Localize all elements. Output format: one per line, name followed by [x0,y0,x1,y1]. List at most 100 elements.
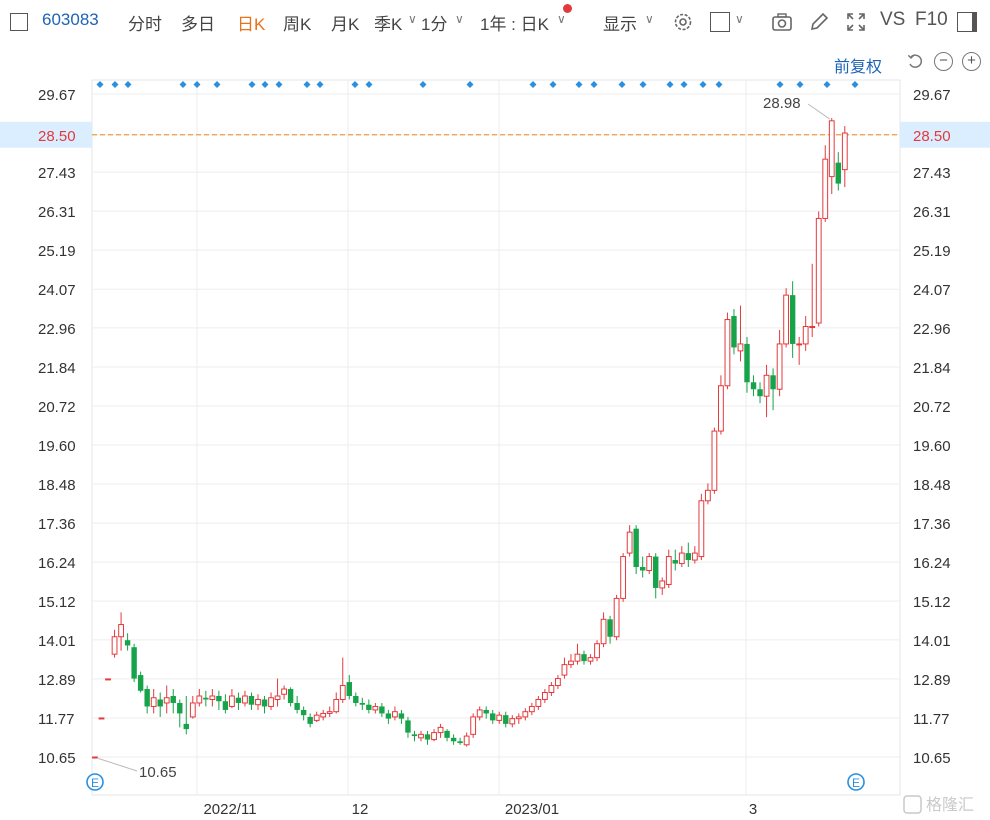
candle-body [118,624,124,638]
candle-body [457,741,463,744]
candle-body [248,695,255,705]
candle-body [431,732,437,741]
candle-body [587,657,594,662]
undo-icon[interactable] [906,52,925,71]
fullscreen-icon[interactable] [845,11,867,33]
y-tick-left: 18.48 [38,477,76,494]
candle-body [607,619,613,637]
event-marker-icon [213,81,221,88]
candle-body [646,556,653,572]
candle-body [620,556,627,599]
candle-body [222,701,229,710]
panel-icon[interactable] [957,12,977,32]
y-tick-left: 14.01 [38,633,76,650]
zoom-out-icon[interactable]: − [934,52,953,71]
y-tick-left: 29.67 [38,87,76,104]
watermark-text: 格隆汇 [926,795,974,814]
candle-body [483,709,489,714]
event-marker-icon [248,81,256,88]
chevron-down-icon[interactable]: ∨ [408,12,417,26]
y-tick-left: 15.12 [38,594,76,611]
candle-body [216,695,222,702]
tab-weekly-k[interactable]: 周K [283,15,312,34]
y-tick-left: 25.19 [38,243,76,260]
toolbar: 603083 分时 多日 日K 周K 月K 季K ∨ 1分 ∨ 1年 : 日K … [0,0,990,44]
candle-body [659,580,666,589]
price-tag-left [0,121,92,148]
tab-daily-k[interactable]: 日K [237,15,266,34]
event-marker-icon [303,81,311,88]
candle-body [789,295,796,344]
event-marker-icon [466,81,474,88]
candle-body [183,723,189,730]
x-tick-label: 3 [749,801,757,818]
zoom-in-icon[interactable]: + [962,52,981,71]
f10-button[interactable]: F10 [915,9,948,30]
candle-body [235,697,242,703]
candle-body [737,343,744,352]
y-tick-left: 11.77 [38,711,74,728]
candle-body [633,528,639,568]
chevron-down-icon[interactable]: ∨ [557,12,566,26]
chevron-down-icon[interactable]: ∨ [645,12,654,26]
camera-icon[interactable] [771,11,793,33]
event-marker-icon [680,81,688,88]
x-tick-label: 2023/01 [505,801,559,818]
candle-body [359,702,366,705]
range-select[interactable]: 1年 : 日K [480,15,549,34]
candle-body [515,716,522,720]
candle-body [92,756,98,759]
candle-body [379,706,385,714]
candle-body [476,709,483,718]
event-marker-icon [549,81,557,88]
candle-body [672,560,678,564]
candle-body [450,737,457,742]
adjust-mode-button[interactable]: 前复权 [834,59,883,76]
event-marker-icon [419,81,427,88]
candle-body [170,695,176,703]
candle-body [229,695,235,707]
y-tick-left: 24.07 [38,282,76,299]
candle-body [731,316,737,348]
candle-body [203,697,209,700]
tab-multi-day[interactable]: 多日 [181,15,215,34]
candle-body [163,697,170,704]
chevron-down-icon[interactable]: ∨ [735,12,744,26]
y-tick-right: 11.77 [913,711,949,728]
tab-quarterly-k[interactable]: 季K [374,15,403,34]
tab-monthly-k[interactable]: 月K [331,15,360,34]
stock-code[interactable]: 603083 [42,10,99,29]
vs-button[interactable]: VS [880,9,906,30]
candle-body [353,695,359,703]
candle-body [411,734,418,737]
min-price-label: 10.65 [139,764,177,781]
y-tick-right: 21.84 [913,360,951,377]
chevron-down-icon[interactable]: ∨ [455,12,464,26]
candle-body [366,704,372,710]
minute-select[interactable]: 1分 [421,15,448,34]
candle-body [561,664,568,676]
tab-intraday[interactable]: 分时 [128,15,162,34]
candle-body [98,717,105,720]
pencil-icon[interactable] [808,11,830,33]
candle-body [333,698,340,713]
sidebar-toggle-icon[interactable] [10,13,28,31]
candle-body [405,720,411,733]
candle-body [541,692,548,700]
candle-body [307,716,313,724]
event-e-label: E [852,776,860,790]
candle-body [287,689,294,703]
checkbox-icon[interactable] [710,12,730,32]
candle-body [490,713,496,721]
candle-body [463,735,470,746]
gear-icon[interactable] [672,11,694,33]
candle-body [372,705,379,711]
candle-body [698,500,705,558]
candle-body [346,682,352,696]
y-tick-left: 12.89 [38,672,76,689]
max-price-label: 28.98 [763,95,801,112]
event-marker-icon [575,81,583,88]
display-select[interactable]: 显示 [603,15,637,34]
min-leader-line [96,757,138,772]
